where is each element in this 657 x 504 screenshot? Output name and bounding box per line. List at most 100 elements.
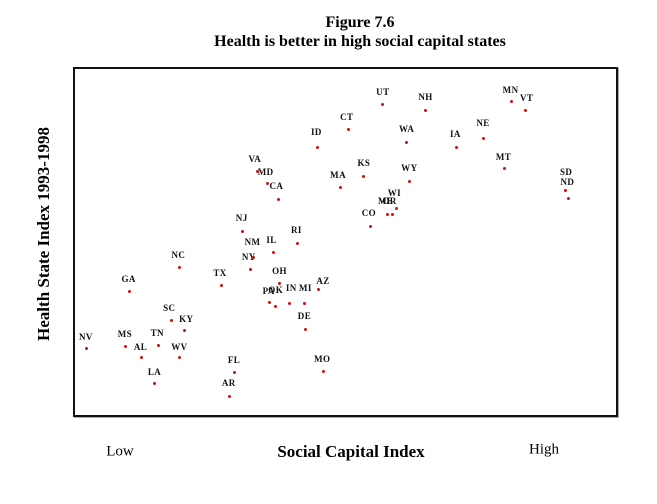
point-dot-CA (276, 197, 280, 201)
point-label-MI: MI (298, 283, 312, 294)
point-dot-VT (524, 109, 528, 113)
y-axis-label: Health State Index 1993-1998 (34, 127, 53, 341)
point-label-RI: RI (290, 225, 302, 236)
point-dot-IA (454, 145, 458, 149)
point-label-CA: CA (269, 181, 284, 192)
point-dot-TN (156, 344, 160, 348)
point-dot-MS (124, 345, 128, 349)
point-dot-WA (405, 140, 409, 144)
point-dot-ME (386, 212, 390, 216)
point-dot-NH (424, 109, 428, 113)
point-dot-OH (277, 282, 281, 286)
point-dot-NJ (241, 229, 245, 233)
point-label-ID: ID (310, 127, 322, 138)
point-dot-MA (338, 186, 342, 190)
point-label-MN: MN (502, 84, 519, 95)
point-dot-MT (503, 167, 507, 171)
point-dot-MI (302, 301, 306, 305)
point-label-ND: ND (560, 177, 575, 188)
point-dot-NC (177, 266, 181, 270)
point-label-NY: NY (241, 251, 256, 262)
point-label-NM: NM (244, 236, 261, 247)
point-dot-FL (232, 370, 236, 374)
point-label-DE: DE (297, 310, 312, 321)
point-dot-NV (85, 347, 89, 351)
point-dot-LA (153, 382, 157, 385)
point-label-MD: MD (257, 166, 274, 177)
point-dot-WI (394, 206, 398, 210)
point-label-WA: WA (398, 124, 415, 134)
point-dot-CT (347, 127, 351, 131)
point-dot-NY (249, 268, 253, 272)
point-dot-MN (510, 100, 514, 104)
point-dot-IL (272, 251, 276, 255)
point-label-KS: KS (357, 157, 371, 168)
point-dot-IN (287, 301, 291, 305)
point-label-SC: SC (163, 303, 176, 314)
point-label-NH: NH (418, 91, 433, 102)
point-dot-ID (315, 145, 319, 149)
x-axis-title: Social Capital Index (277, 442, 425, 461)
point-dot-NM (252, 256, 256, 260)
point-label-CO: CO (361, 208, 377, 219)
point-dot-SD (563, 188, 567, 192)
point-label-AZ: AZ (316, 276, 330, 287)
point-dot-WY (407, 180, 411, 184)
point-label-WV: WV (171, 341, 188, 352)
point-dot-MO (321, 369, 325, 373)
point-dot-RI (295, 241, 299, 245)
point-dot-AR (228, 394, 232, 398)
point-label-TN: TN (150, 327, 164, 338)
figure-title: Figure 7.6 Health is better in high soci… (214, 13, 506, 52)
point-dot-UT (381, 103, 385, 107)
point-label-VA: VA (248, 153, 262, 164)
point-label-AL: AL (133, 341, 148, 352)
point-dot-WV (177, 356, 181, 360)
point-label-ME: ME (378, 196, 394, 207)
point-label-IN: IN (285, 283, 297, 294)
point-label-AR: AR (221, 378, 236, 389)
point-label-VT: VT (519, 92, 534, 103)
figure-number: Figure 7.6 (325, 14, 395, 31)
point-dot-AL (140, 356, 144, 360)
x-axis-low-label: Low (106, 443, 134, 460)
point-label-WY: WY (401, 162, 418, 173)
point-label-MA: MA (330, 169, 346, 180)
point-label-OK: OK (268, 285, 284, 296)
point-label-IA: IA (449, 129, 461, 140)
point-dot-ND (566, 196, 570, 200)
point-dot-KY (182, 329, 186, 333)
point-label-MT: MT (495, 151, 512, 162)
point-dot-AZ (317, 287, 321, 291)
plot-area: UT NH MN VT CT ID WA NE IA MT KS WY MA SD ND VA MD CA WI ME… (73, 67, 618, 417)
figure-subtitle: Health is better in high social capital … (214, 33, 506, 50)
point-label-NC: NC (171, 249, 186, 260)
point-dot-OR (391, 212, 395, 216)
point-label-PA: PA (262, 286, 275, 297)
point-dot-VA (256, 170, 260, 174)
point-dot-SC (169, 318, 173, 322)
point-label-NJ: NJ (235, 213, 248, 224)
point-label-LA: LA (147, 366, 162, 377)
point-label-UT: UT (376, 86, 390, 97)
point-dot-GA (128, 289, 132, 293)
point-label-MS: MS (117, 328, 132, 339)
point-label-SD: SD (559, 167, 573, 178)
point-label-NV: NV (78, 331, 93, 342)
point-label-WI: WI (387, 188, 401, 199)
point-label-FL: FL (227, 355, 241, 366)
point-label-MO: MO (314, 354, 331, 365)
point-dot-MD (266, 182, 270, 186)
point-label-TX: TX (213, 267, 227, 278)
point-label-CT: CT (340, 112, 354, 123)
point-label-OR: OR (382, 196, 397, 207)
point-dot-DE (303, 328, 307, 332)
point-label-OH: OH (272, 265, 287, 276)
point-label-KY: KY (179, 313, 194, 324)
x-axis-high-label: High (529, 441, 559, 458)
point-dot-NE (482, 136, 486, 140)
point-label-GA: GA (121, 274, 136, 285)
point-dot-KS (362, 175, 366, 179)
point-dot-PA (268, 300, 272, 304)
